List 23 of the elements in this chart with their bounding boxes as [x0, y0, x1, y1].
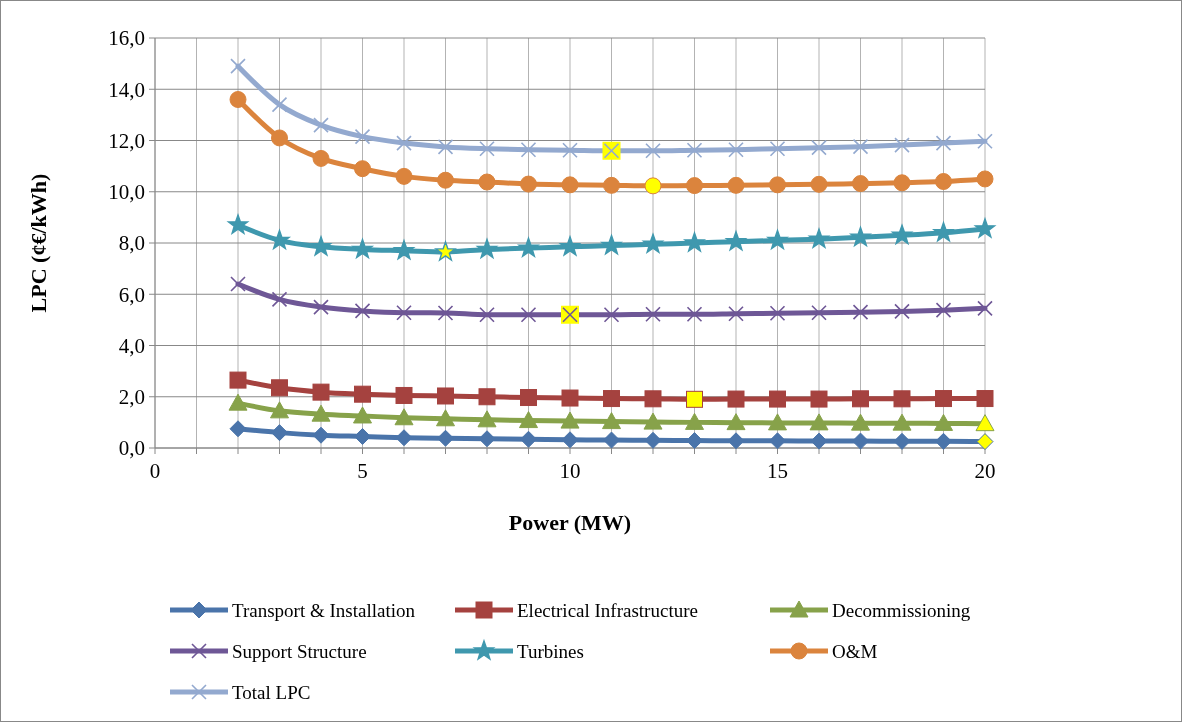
x-tick-label: 0: [149, 459, 161, 483]
legend-label: Electrical Infrastructure: [517, 599, 698, 621]
y-axis-title: LPC (¢€/kWh): [26, 173, 51, 313]
legend-label: Support Structure: [232, 640, 367, 662]
legend-label: Turbines: [517, 640, 584, 662]
x-tick-label: 10: [559, 459, 581, 483]
legend-label: Transport & Installation: [232, 599, 416, 621]
x-tick-label: 20: [974, 459, 996, 483]
y-tick-label: 14,0: [108, 77, 145, 102]
x-tick-label: 5: [357, 459, 368, 483]
legend-label: Decommissioning: [832, 599, 971, 621]
x-axis-title: Power (MW): [508, 510, 632, 535]
y-tick-label: 16,0: [108, 26, 145, 51]
legend-label: Total LPC: [232, 681, 311, 703]
y-tick-label: 12,0: [108, 128, 145, 153]
y-tick-label: 10,0: [108, 180, 145, 205]
y-tick-label: 0,0: [118, 436, 145, 461]
y-tick-label: 2,0: [118, 385, 145, 410]
y-tick-label: 6,0: [118, 282, 145, 307]
x-tick-label: 15: [767, 459, 788, 483]
y-tick-label: 4,0: [118, 333, 145, 358]
y-tick-label: 8,0: [118, 231, 145, 256]
legend-label: O&M: [832, 640, 878, 662]
